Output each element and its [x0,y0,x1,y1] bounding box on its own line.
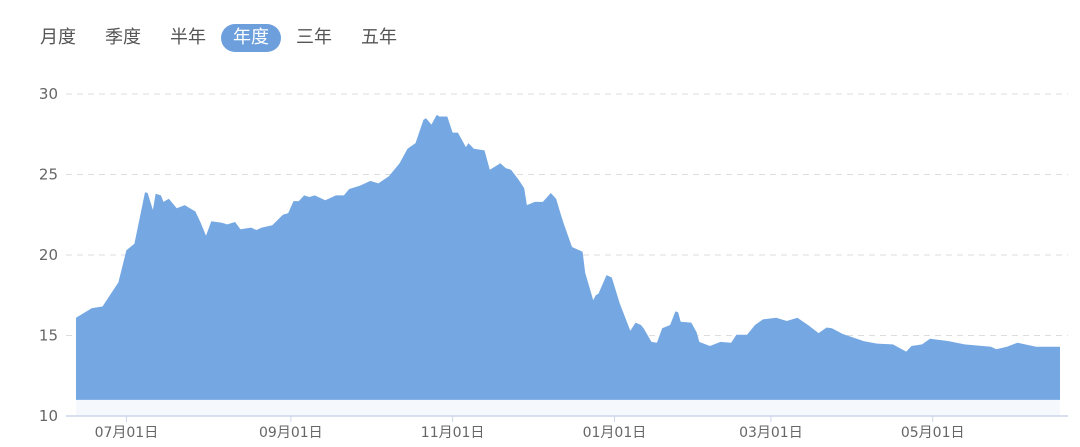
area-shadow [76,399,1060,416]
x-tick-label: 11月01日 [421,425,485,441]
y-tick-label: 25 [39,166,58,184]
area-fill [76,114,1060,400]
series-area [76,114,1060,416]
y-tick-label: 15 [39,327,58,345]
x-tick-label: 09月01日 [259,425,323,441]
y-tick-label: 10 [39,407,58,425]
x-tick-label: 03月01日 [739,425,803,441]
y-tick-label: 20 [39,246,58,264]
period-tabs: 月度 季度 半年 年度 三年 五年 [40,24,426,52]
tab-month[interactable]: 月度 [40,27,76,48]
x-tick-label: 01月01日 [583,425,647,441]
tab-quarter[interactable]: 季度 [105,27,141,48]
axes: 10 15 20 25 30 07月01日 09月01日 11月01日 01月01日 03月01日… [39,85,1068,441]
tab-three-years[interactable]: 三年 [296,27,332,48]
tab-five-years[interactable]: 五年 [361,27,397,48]
y-tick-label: 30 [39,85,58,103]
x-tick-label: 07月01日 [95,425,159,441]
tab-half-year[interactable]: 半年 [170,27,206,48]
tab-year[interactable]: 年度 [221,24,281,52]
x-tick-label: 05月01日 [901,425,965,441]
